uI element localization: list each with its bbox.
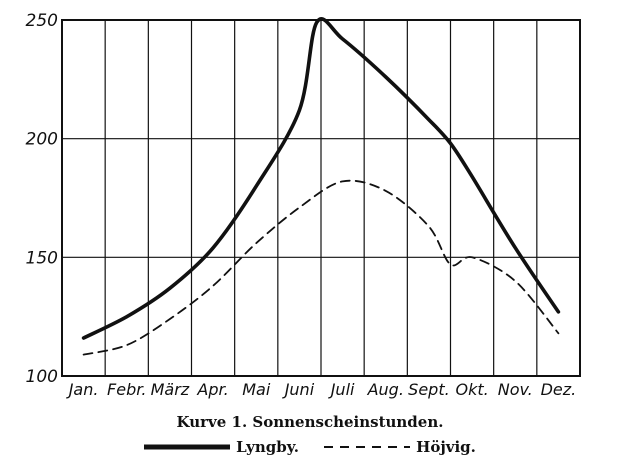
x-tick-label: Juni (282, 380, 315, 399)
x-tick-label: Sept. (408, 380, 450, 399)
x-tick-label: Jan. (66, 380, 99, 399)
legend-label-hojvig: Höjvig. (416, 438, 476, 456)
x-tick-label: Nov. (498, 380, 533, 399)
x-tick-label: Mai (242, 380, 271, 399)
legend-dashed-line-icon (324, 446, 411, 448)
series-line-lyngby (81, 17, 561, 340)
legend-solid-line-icon (144, 444, 231, 450)
chart-grid (61, 19, 581, 377)
legend-item-lyngby: Lyngby. (144, 438, 299, 456)
y-tick-label: 200 (26, 130, 58, 150)
legend: Lyngby. Höjvig. (0, 438, 620, 457)
x-tick-label: Dez. (541, 380, 577, 399)
legend-label-lyngby: Lyngby. (236, 438, 299, 456)
x-tick-label: Aug. (367, 380, 404, 399)
y-tick-label: 150 (26, 248, 58, 268)
x-tick-label: Juli (328, 380, 355, 399)
x-tick-label: Febr. (107, 380, 146, 399)
y-axis-ticks: 100 150 200 250 (26, 11, 58, 387)
series-line-hojvig (82, 179, 560, 356)
x-axis-ticks: Jan. Febr. März Apr. Mai Juni Juli Aug. Sept. Okt… (66, 380, 577, 399)
y-tick-label: 250 (26, 11, 58, 31)
x-tick-label: Okt. (455, 380, 488, 399)
x-tick-label: März (151, 380, 190, 399)
chart-title: Kurve 1. Sonnenscheinstunden. (176, 413, 444, 431)
legend-item-hojvig: Höjvig. (324, 438, 476, 456)
series-lines (81, 17, 561, 356)
y-tick-label: 100 (26, 367, 58, 387)
x-tick-label: Apr. (196, 380, 228, 399)
